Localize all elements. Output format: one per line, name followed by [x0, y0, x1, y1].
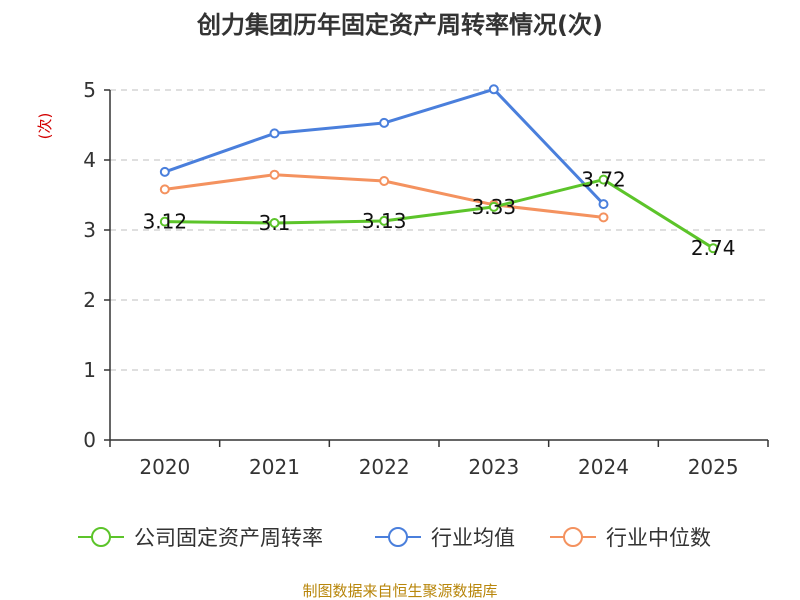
x-tick-label: 2022 — [359, 455, 410, 479]
legend-swatch-marker — [563, 527, 583, 547]
data-point — [598, 212, 609, 223]
data-point — [488, 201, 499, 212]
data-point — [598, 199, 609, 210]
data-point — [708, 243, 719, 254]
data-point — [269, 128, 280, 139]
legend-label: 行业均值 — [431, 526, 515, 550]
data-point — [379, 176, 390, 186]
series-group — [159, 84, 719, 254]
data-label: 3.72 — [581, 168, 626, 192]
chart-title: 创力集团历年固定资产周转率情况(次) — [196, 11, 603, 39]
legend: 公司固定资产周转率 行业均值 行业中位数 — [78, 526, 711, 550]
y-tick-label: 4 — [83, 148, 96, 172]
data-point — [159, 216, 170, 227]
legend-label: 公司固定资产周转率 — [134, 526, 323, 550]
y-tick-label: 0 — [83, 428, 96, 452]
x-tick-label: 2023 — [468, 455, 519, 479]
y-tick-label: 5 — [83, 78, 96, 102]
legend-swatch-marker — [91, 527, 111, 547]
data-point — [269, 169, 280, 180]
y-tick-label: 2 — [83, 288, 96, 312]
grid-lines — [110, 89, 768, 371]
data-point — [159, 184, 170, 195]
data-point — [379, 215, 390, 226]
x-tick-label: 2025 — [688, 455, 739, 479]
x-tick-label: 2020 — [139, 455, 190, 479]
data-label: 2.74 — [691, 236, 736, 260]
series-line-1 — [164, 87, 605, 206]
data-label: 3.12 — [143, 210, 188, 234]
data-labels: 3.12 3.1 3.13 3.33 3.72 2.74 — [143, 168, 736, 261]
data-label: 3.33 — [472, 195, 517, 219]
x-ticks: 2020 2021 2022 2023 2024 2025 — [109, 440, 769, 479]
series-line-0 — [164, 178, 714, 250]
y-tick-label: 3 — [83, 218, 96, 242]
data-label: 3.1 — [259, 211, 291, 235]
legend-label: 行业中位数 — [606, 526, 711, 550]
axes — [109, 90, 768, 441]
y-tick-label: 1 — [83, 358, 96, 382]
source-note: 制图数据来自恒生聚源数据库 — [302, 582, 497, 600]
data-point — [488, 84, 499, 95]
x-tick-label: 2021 — [249, 455, 300, 479]
data-label: 3.13 — [362, 209, 407, 233]
data-point — [159, 166, 170, 177]
legend-swatch-marker — [388, 527, 408, 547]
x-tick-label: 2024 — [578, 455, 629, 479]
data-point — [379, 117, 390, 128]
y-ticks: 0 1 2 3 4 5 — [83, 78, 110, 452]
data-point — [598, 174, 609, 185]
y-axis-label: (次) — [36, 113, 54, 140]
data-point — [269, 218, 280, 228]
